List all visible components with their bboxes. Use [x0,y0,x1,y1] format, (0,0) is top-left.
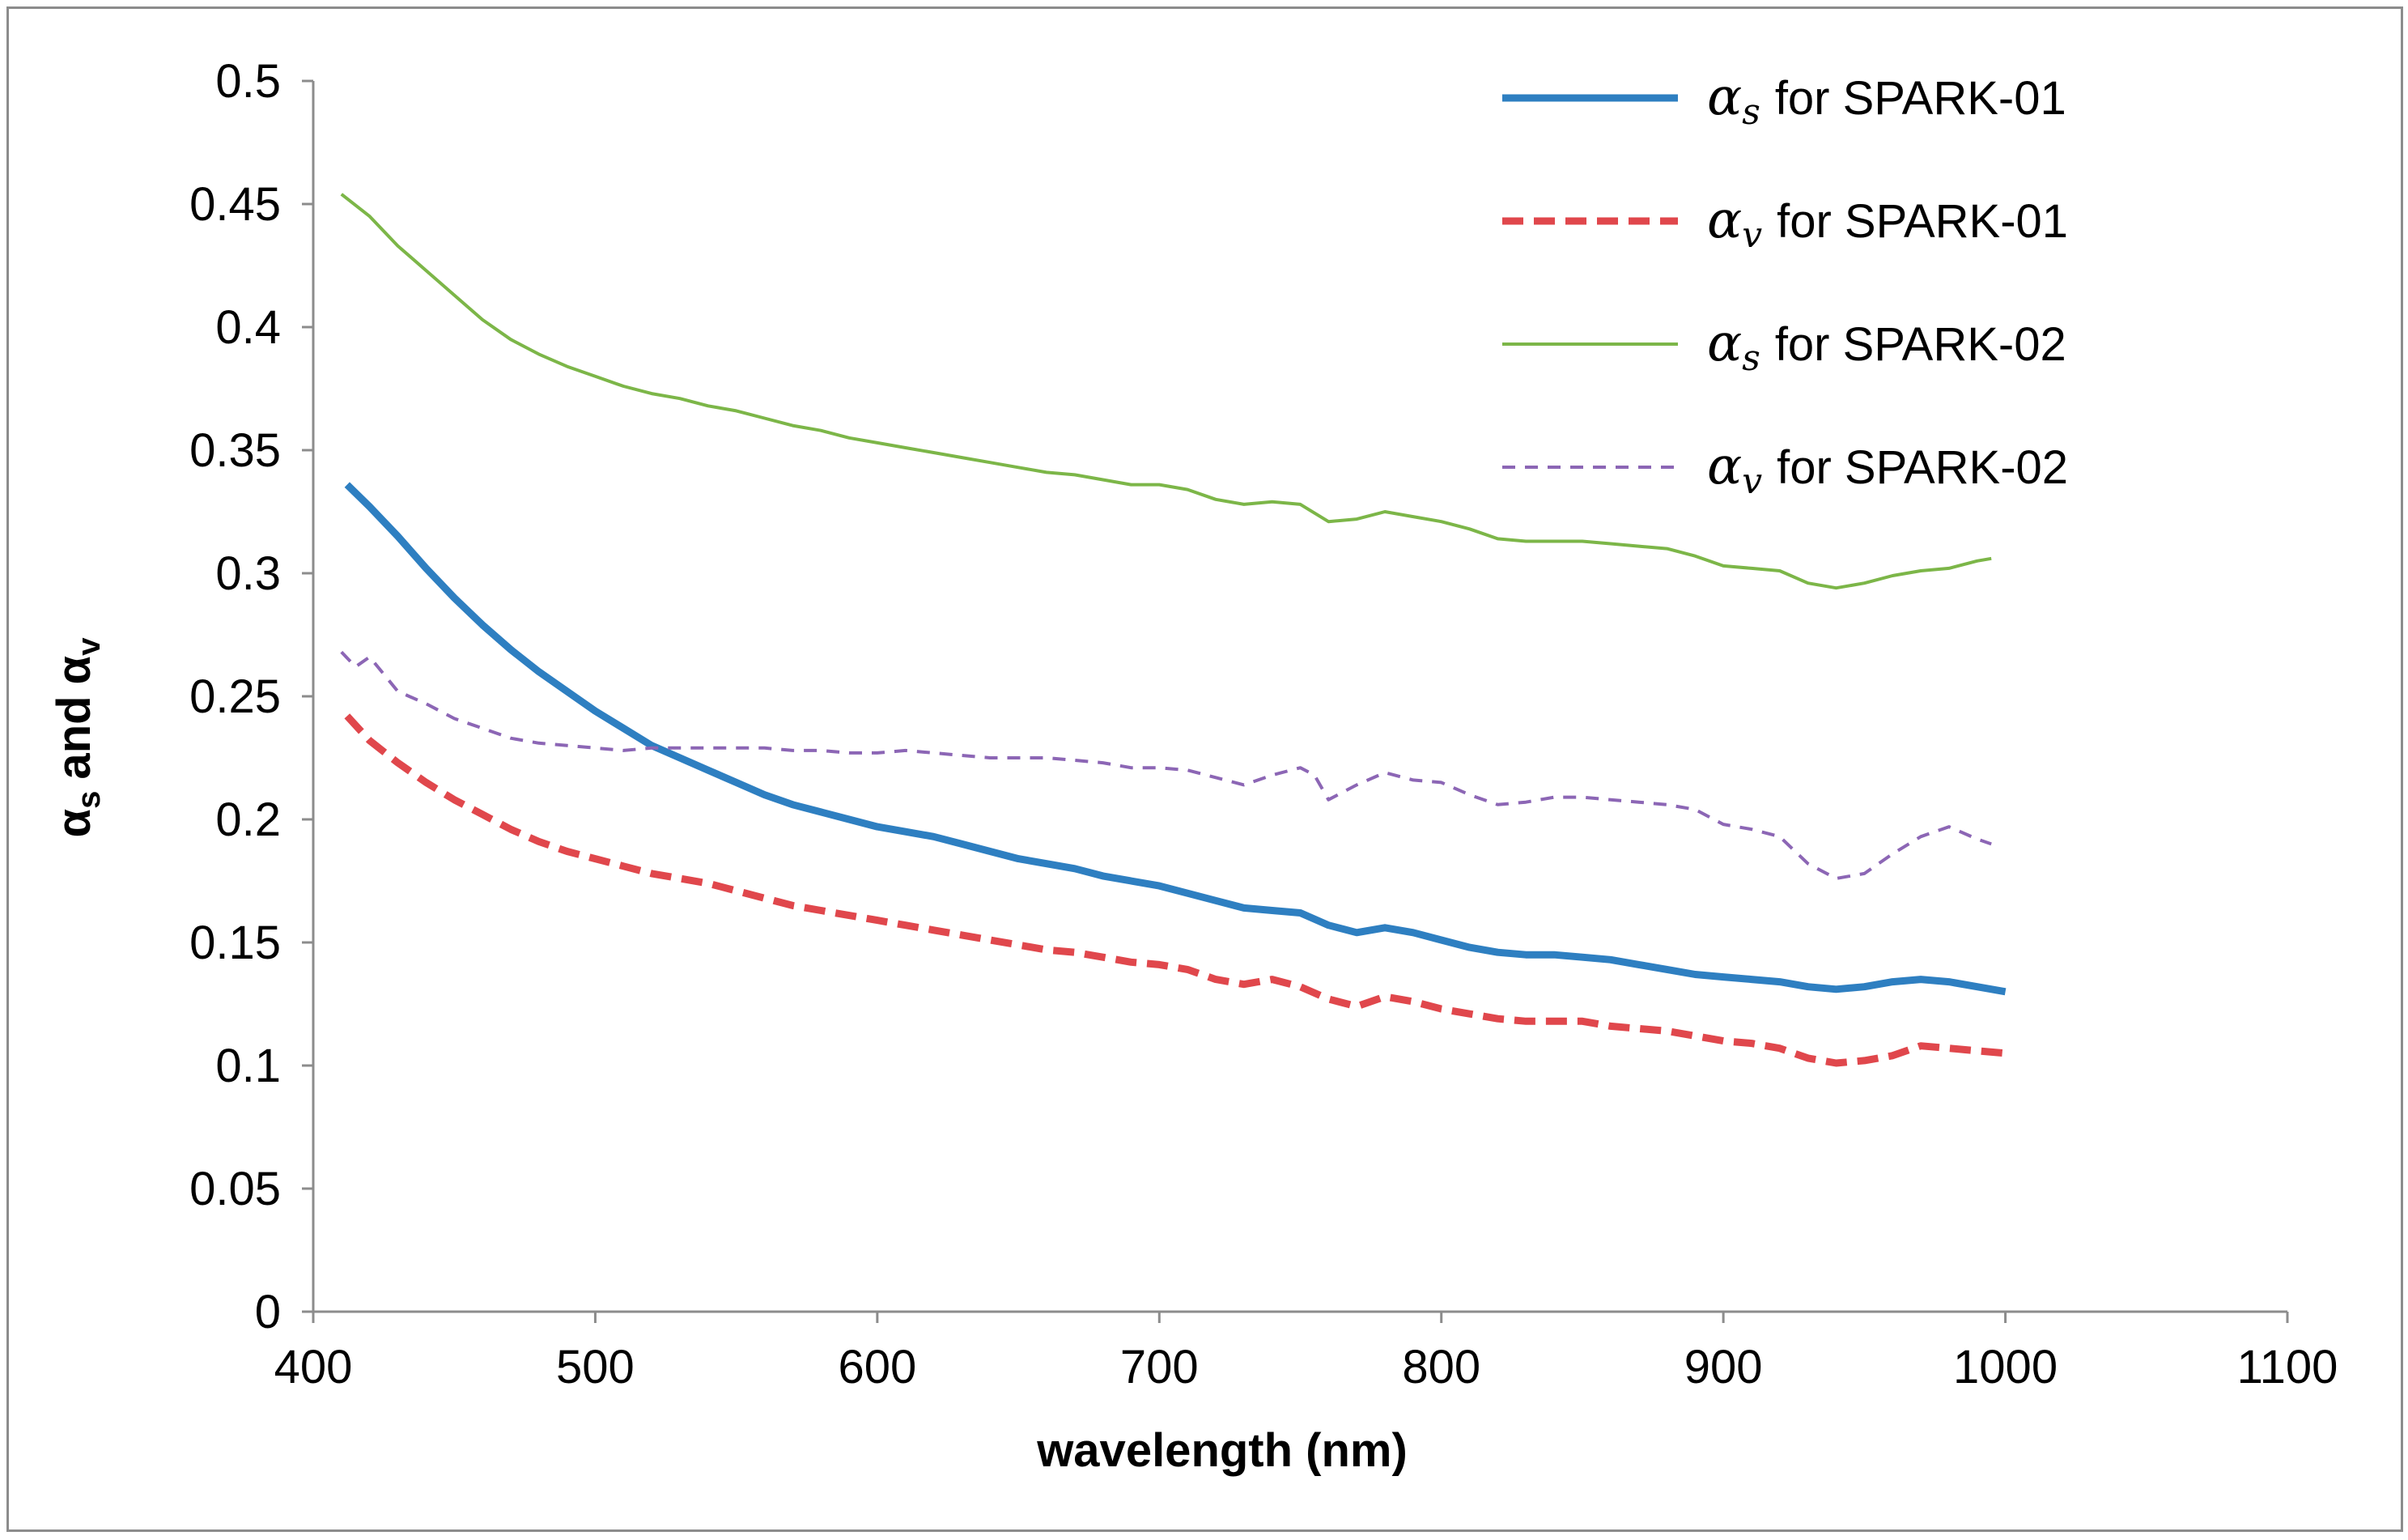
x-tick-label: 600 [838,1341,916,1393]
x-tick-label: 1000 [1953,1341,2058,1393]
y-tick-label: 0.05 [189,1163,281,1215]
y-tick-label: 0.45 [189,178,281,231]
series-line-1 [344,482,2007,996]
y-axis-title-alpha-v: α [48,655,100,684]
y-axis-title: αsandαv [48,637,107,838]
y-tick-label: 0.3 [215,547,281,600]
x-tick-label: 800 [1402,1341,1480,1393]
x-tick-label: 400 [274,1341,353,1393]
legend-subscript: v [1742,461,1762,502]
axes-group [312,81,2287,1313]
series-line-3 [340,193,1992,590]
legend-alpha: α [1707,436,1742,496]
y-axis-title-sub-s: s [71,791,107,809]
legend-suffix: for SPARK-01 [1777,195,2068,248]
ticks-group: 0 0.05 0.1 0.15 0.2 0.25 0.3 0.35 0.4 0.45 0.5 400 5… [189,55,2338,1393]
x-axis-title: wavelength (nm) [1036,1424,1408,1477]
chart-svg: 0 0.05 0.1 0.15 0.2 0.25 0.3 0.35 0.4 0.45 0.5 400 5… [48,55,2338,1477]
y-axis-title-alpha-s: α [48,808,100,837]
legend-suffix: for SPARK-02 [1777,441,2068,494]
legend-suffix: for SPARK-02 [1775,318,2066,371]
x-tick-label: 700 [1120,1341,1199,1393]
y-tick-label: 0.2 [215,793,281,846]
y-tick-label: 0.25 [189,670,281,723]
y-tick-label: 0 [255,1286,281,1338]
legend-label-4: αv for SPARK-02 [1707,436,2068,502]
x-tick-label: 1100 [2237,1341,2338,1393]
legend-label-1: αs for SPARK-01 [1707,67,2066,133]
x-tick-label: 900 [1684,1341,1763,1393]
y-axis-title-sub-v: v [71,637,107,656]
y-tick-label: 0.5 [215,55,281,108]
series-line-4 [340,650,1992,880]
x-tick-label: 500 [556,1341,635,1393]
legend-alpha: α [1707,67,1742,127]
y-axis-title-and: and [48,696,100,779]
legend-label-3: αs for SPARK-02 [1707,313,2066,379]
legend-subscript: s [1742,338,1760,379]
chart-frame: 0 0.05 0.1 0.15 0.2 0.25 0.3 0.35 0.4 0.45 0.5 400 5… [6,6,2403,1532]
legend-subscript: s [1742,91,1760,133]
legend-subscript: v [1742,215,1762,256]
legend-alpha: α [1707,313,1742,373]
y-tick-label: 0.35 [189,424,281,477]
legend-suffix: for SPARK-01 [1775,72,2066,125]
y-tick-label: 0.4 [215,301,281,354]
legend-alpha: α [1707,190,1742,250]
series-group [340,193,2007,1067]
legend-label-2: αv for SPARK-01 [1707,190,2068,256]
y-tick-label: 0.15 [189,917,281,969]
y-tick-label: 0.1 [215,1040,281,1092]
